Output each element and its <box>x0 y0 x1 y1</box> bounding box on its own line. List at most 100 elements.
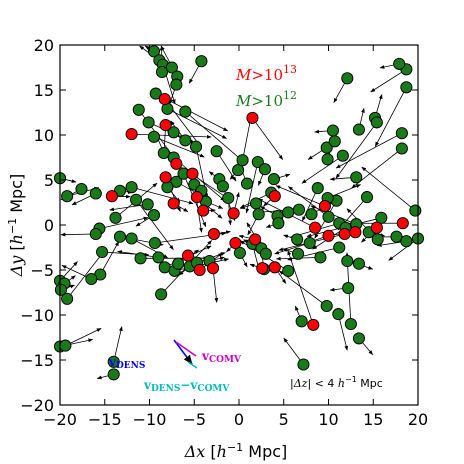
x-axis-label: Δx [h−1 Mpc] <box>184 441 288 461</box>
x-tick-label: −10 <box>133 410 167 429</box>
halo-point-m12 <box>130 193 143 206</box>
halo-point-m12 <box>395 127 408 140</box>
halo-point-m12 <box>272 217 285 230</box>
halo-point-m12 <box>85 272 98 286</box>
halo-point-m12 <box>195 55 208 68</box>
halo-point-m13 <box>197 204 210 217</box>
halo-point-m13 <box>181 249 195 262</box>
halo-point-m12 <box>107 355 120 368</box>
velocity-arrow <box>287 250 314 326</box>
halo-point-m12 <box>342 281 355 295</box>
x-tick-label: −5 <box>182 410 206 429</box>
velocity-arrow <box>335 122 378 179</box>
halo-point-m12 <box>89 227 102 241</box>
halo-point-m12 <box>210 145 223 158</box>
halo-point-m12 <box>341 254 354 268</box>
halo-point-m12 <box>89 187 102 200</box>
halo-point-m12 <box>320 141 333 154</box>
velocity-arrow <box>65 328 102 346</box>
halo-point-m13 <box>193 263 206 277</box>
halo-point-m12 <box>165 61 178 74</box>
halo-point-m12 <box>341 72 354 85</box>
velocity-arrow <box>337 314 349 351</box>
halo-point-m12 <box>375 211 388 224</box>
halo-point-m13 <box>158 92 171 106</box>
y-tick-label: −15 <box>20 351 54 370</box>
depth-annotation: |Δz| < 4 h−1 Mpc <box>290 375 383 390</box>
velocity-arrow <box>242 118 252 161</box>
velocity-arrow <box>252 117 283 160</box>
velocity-arrow <box>185 111 242 161</box>
halo-point-m12 <box>282 264 295 277</box>
halo-point-m12 <box>232 164 245 177</box>
halo-point-m12 <box>96 245 109 259</box>
halo-point-m13 <box>167 197 180 210</box>
halo-point-m12 <box>282 206 295 219</box>
y-tick-label: 5 <box>44 171 54 190</box>
halo-point-m12 <box>134 252 147 265</box>
halo-point-m13 <box>268 190 281 203</box>
axis-ticks: −20 −15 −10 −5 0 5 10 15 20 −20 −15 −10 −5 0 5 10 15 20 <box>20 36 428 429</box>
halo-point-m12 <box>61 292 74 305</box>
halo-point-m12 <box>328 135 341 148</box>
halo-point-m12 <box>267 173 280 186</box>
x-tick-label: 10 <box>318 410 338 429</box>
halo-point-m13 <box>338 227 351 241</box>
legend-entry-low-mass: M>1012 <box>235 89 297 110</box>
halo-point-m12 <box>314 251 327 264</box>
halo-point-m12 <box>252 208 265 221</box>
halo-point-m12 <box>141 198 154 211</box>
y-tick-label: 0 <box>44 216 54 235</box>
halo-point-m12 <box>147 130 161 143</box>
halo-point-m12 <box>148 236 161 250</box>
halo-point-m13 <box>396 217 409 230</box>
halo-point-m13 <box>227 207 240 220</box>
halo-point-m13 <box>307 318 320 331</box>
halo-point-m12 <box>370 116 383 129</box>
halo-point-m12 <box>291 233 304 246</box>
y-tick-label: 15 <box>34 81 54 100</box>
halo-point-m12 <box>360 191 374 204</box>
halo-point-m12 <box>249 197 263 210</box>
halo-point-m12 <box>222 191 235 205</box>
halo-point-m12 <box>155 288 168 301</box>
velocity-arrow <box>245 161 259 214</box>
halo-point-m13 <box>349 226 362 239</box>
x-tick-label: −15 <box>88 410 122 429</box>
halo-point-m12 <box>170 78 183 91</box>
halo-points <box>53 45 425 381</box>
legend-entry-high-mass: M>1013 <box>235 63 297 84</box>
velocity-arrow <box>301 155 344 184</box>
key-arrow-diff <box>187 361 198 369</box>
velocity-arrow <box>388 238 419 261</box>
velocity-arrow <box>167 108 227 139</box>
halo-point-m12 <box>113 230 127 243</box>
halo-point-m12 <box>297 358 310 371</box>
halo-point-m12 <box>172 257 185 270</box>
halo-point-m13 <box>125 128 138 141</box>
legend-exp-13: 13 <box>283 63 297 76</box>
halo-point-m12 <box>155 65 169 79</box>
vector-key: vDENS vCOMV vDENS−vCOMV <box>108 339 242 394</box>
halo-point-m12 <box>332 308 345 321</box>
halo-point-m12 <box>311 182 324 195</box>
halo-point-m12 <box>352 332 365 345</box>
y-axis-label: Δy [h−1 Mpc] <box>6 174 26 278</box>
halo-point-m12 <box>107 368 120 381</box>
halo-point-m12 <box>125 232 138 245</box>
halo-point-m12 <box>352 257 365 270</box>
halo-point-m12 <box>157 146 170 160</box>
velocity-arrow <box>131 186 194 205</box>
halo-point-m12 <box>320 299 333 313</box>
velocity-arrow <box>99 216 149 229</box>
halo-point-m12 <box>322 210 335 223</box>
velocity-arrow <box>66 252 104 300</box>
halo-point-m12 <box>161 102 174 115</box>
x-tick-label: 0 <box>234 410 244 429</box>
halo-point-m12 <box>409 204 422 217</box>
halo-point-m12 <box>236 154 249 167</box>
halo-point-m12 <box>390 230 403 243</box>
halo-point-m12 <box>352 123 365 136</box>
legend-exp-12: 12 <box>283 89 297 102</box>
key-arrow-comv <box>175 341 197 357</box>
